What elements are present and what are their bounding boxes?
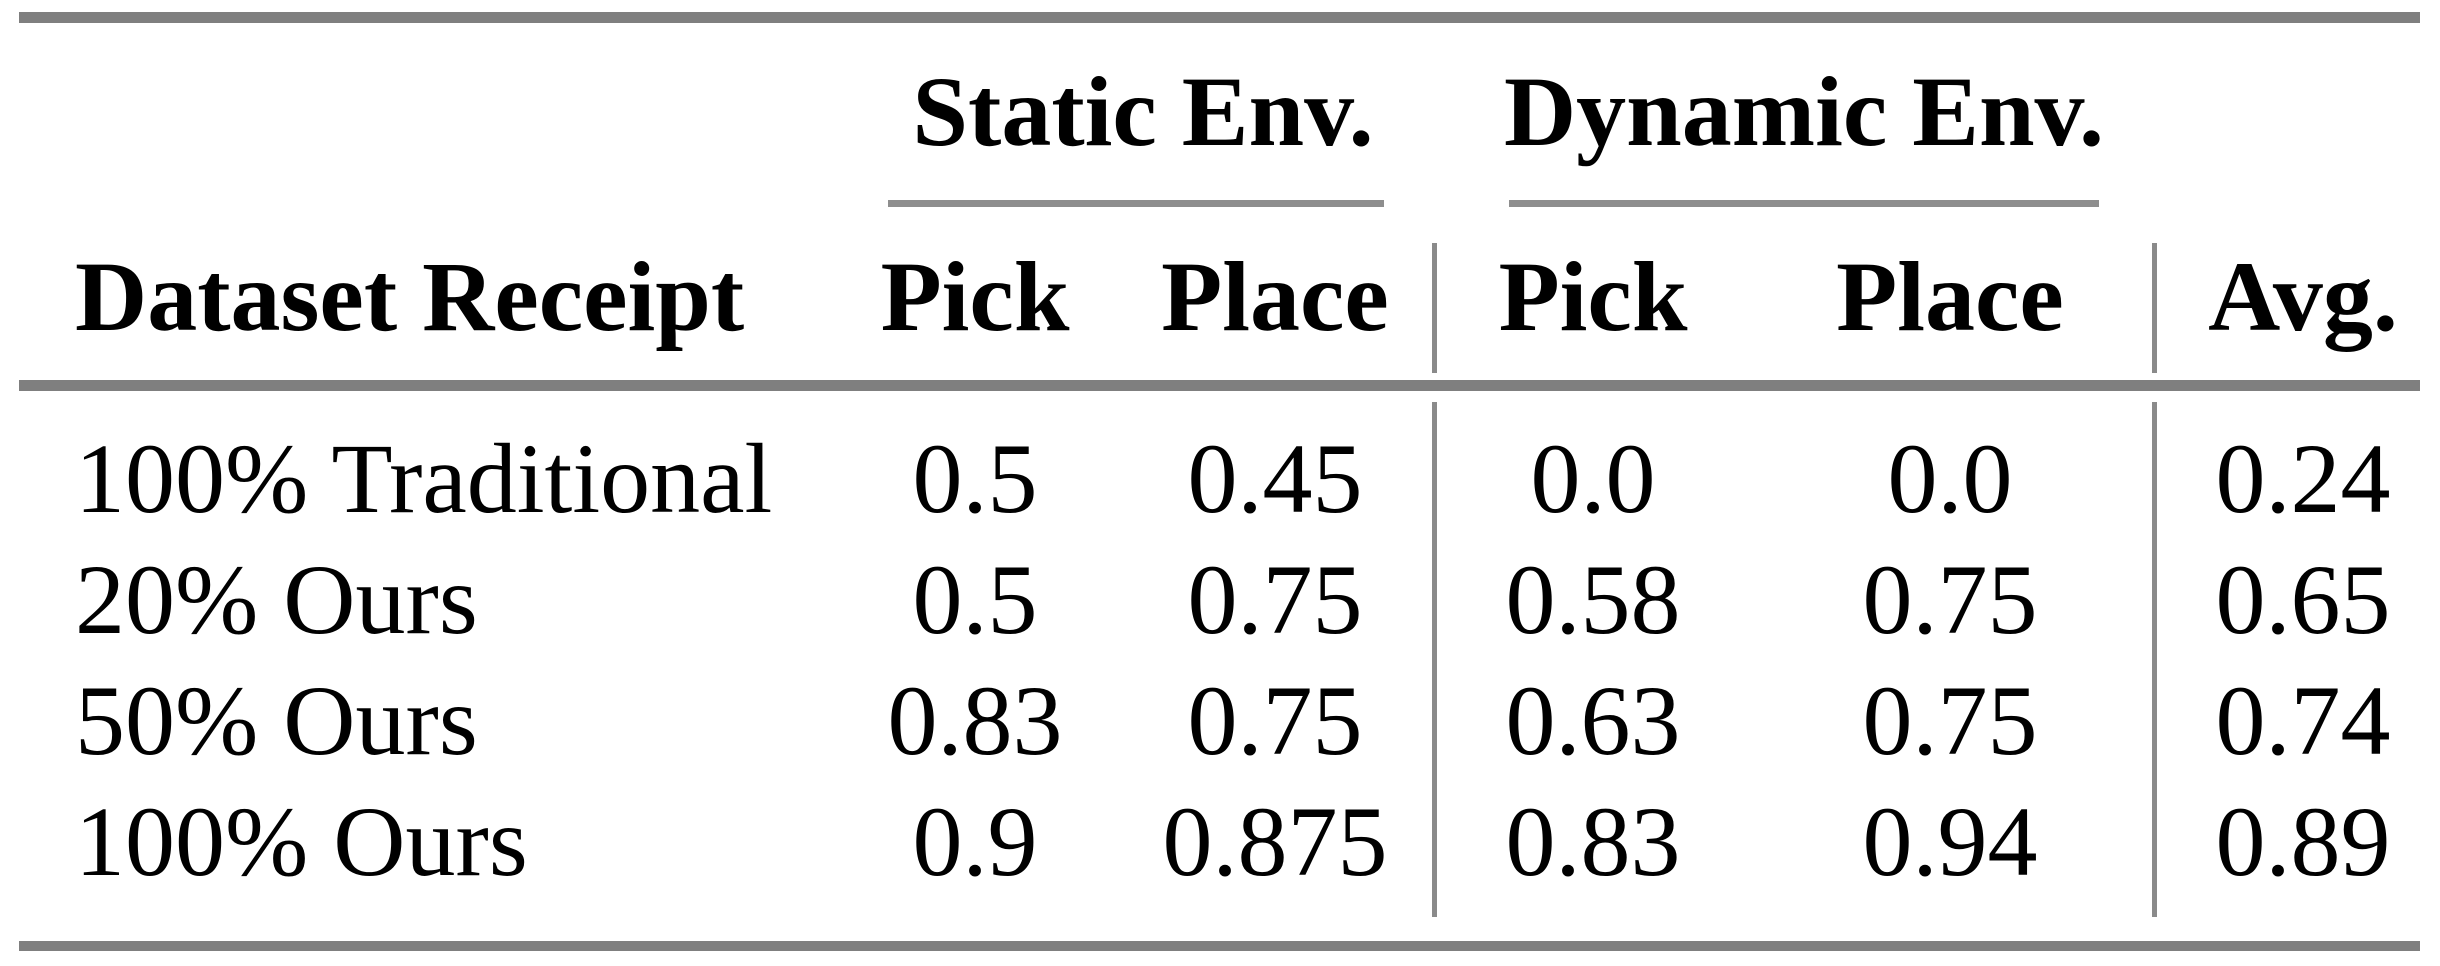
- cell-value: 0.58: [1505, 544, 1681, 655]
- vertical-separator-dynamic-avg-body: [2152, 402, 2157, 917]
- cell-value: 0.45: [1187, 423, 1363, 534]
- cell-value: 0.75: [1862, 665, 2038, 776]
- row-label: 100% Ours: [75, 786, 528, 897]
- vertical-separator-dynamic-avg-header: [2152, 243, 2157, 373]
- row-label: 50% Ours: [75, 665, 478, 776]
- cell-value: 0.63: [1505, 665, 1681, 776]
- cell-value: 0.24: [2215, 423, 2391, 534]
- row-label: 20% Ours: [75, 544, 478, 655]
- cell-value: 0.5: [912, 544, 1038, 655]
- group-header-static-env: Static Env.: [912, 56, 1374, 167]
- cell-value: 0.5: [912, 423, 1038, 534]
- vertical-separator-static-dynamic-header: [1432, 243, 1437, 373]
- column-header-static-pick: Pick: [880, 241, 1070, 352]
- cell-value: 0.9: [912, 786, 1038, 897]
- cell-value: 0.89: [2215, 786, 2391, 897]
- top-rule: [19, 12, 2420, 23]
- static-env-underline: [888, 200, 1384, 207]
- header-body-rule: [19, 380, 2420, 391]
- cell-value: 0.83: [887, 665, 1063, 776]
- cell-value: 0.75: [1862, 544, 2038, 655]
- cell-value: 0.75: [1187, 544, 1363, 655]
- group-header-dynamic-env: Dynamic Env.: [1503, 56, 2105, 167]
- cell-value: 0.0: [1887, 423, 2013, 534]
- dynamic-env-underline: [1509, 200, 2099, 207]
- column-header-avg: Avg.: [2208, 241, 2398, 352]
- cell-value: 0.75: [1187, 665, 1363, 776]
- vertical-separator-static-dynamic-body: [1432, 402, 1437, 917]
- cell-value: 0.875: [1162, 786, 1388, 897]
- cell-value: 0.94: [1862, 786, 2038, 897]
- column-header-static-place: Place: [1161, 241, 1389, 352]
- bottom-rule: [19, 941, 2420, 951]
- column-header-dynamic-pick: Pick: [1498, 241, 1688, 352]
- cell-value: 0.83: [1505, 786, 1681, 897]
- column-header-dataset-receipt: Dataset Receipt: [75, 241, 745, 352]
- cell-value: 0.65: [2215, 544, 2391, 655]
- cell-value: 0.0: [1530, 423, 1656, 534]
- column-header-dynamic-place: Place: [1836, 241, 2064, 352]
- row-label: 100% Traditional: [75, 423, 773, 534]
- cell-value: 0.74: [2215, 665, 2391, 776]
